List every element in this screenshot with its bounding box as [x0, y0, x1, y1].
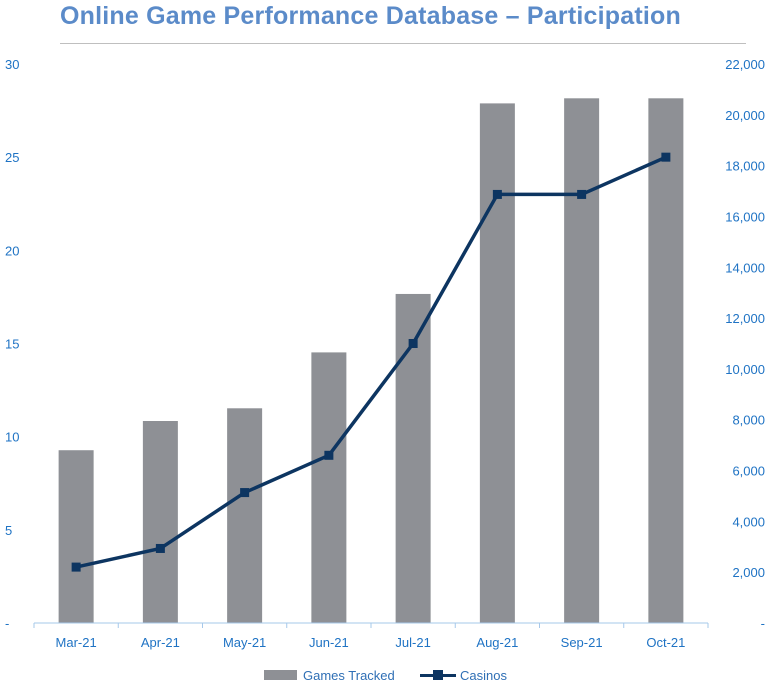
right-y-tick-label: 14,000	[725, 260, 765, 275]
left-y-tick-label: 15	[5, 337, 19, 352]
right-y-tick-label: 6,000	[732, 464, 765, 479]
x-tick-label: May-21	[223, 635, 266, 650]
title-divider	[60, 43, 746, 44]
line-series-casinos	[75, 155, 667, 569]
bar-jun-21	[311, 352, 347, 623]
legend-item-games-tracked: Games Tracked	[264, 665, 395, 685]
right-y-tick-label: 16,000	[725, 209, 765, 224]
line-marker-aug-21	[492, 189, 502, 199]
right-y-tick-label: 10,000	[725, 362, 765, 377]
bar-oct-21	[648, 98, 684, 624]
bar-mar-21	[58, 450, 94, 623]
bar-series-games-tracked	[58, 98, 684, 624]
left-y-tick-label: 30	[5, 57, 19, 72]
right-y-tick-label: 12,000	[725, 311, 765, 326]
x-tick-label: Aug-21	[476, 635, 518, 650]
right-y-tick-label: 20,000	[725, 108, 765, 123]
bar-aug-21	[479, 103, 515, 623]
bar-apr-21	[142, 420, 178, 623]
x-tick-label: Oct-21	[646, 635, 685, 650]
x-tick-label: Apr-21	[141, 635, 180, 650]
legend-label-casinos: Casinos	[460, 667, 507, 683]
bar-may-21	[227, 408, 263, 623]
line-marker-sep-21	[577, 189, 587, 199]
right-y-tick-label: 22,000	[725, 57, 765, 72]
line-marker-mar-21	[71, 562, 81, 572]
right-y-tick-label: 18,000	[725, 159, 765, 174]
x-tick-label: Sep-21	[561, 635, 603, 650]
legend-label-games-tracked: Games Tracked	[303, 667, 395, 683]
legend-swatch-line	[420, 668, 456, 682]
line-marker-oct-21	[661, 152, 671, 162]
left-y-tick-label: 25	[5, 150, 19, 165]
left-y-tick-label: 20	[5, 243, 19, 258]
x-tick-label: Mar-21	[56, 635, 97, 650]
line-marker-jul-21	[408, 339, 418, 348]
bar-sep-21	[564, 98, 600, 624]
bar-jul-21	[395, 293, 431, 623]
right-y-tick-label: -	[761, 616, 765, 631]
line-marker-may-21	[240, 488, 250, 498]
left-y-tick-label: 5	[5, 523, 12, 538]
left-y-tick-label: 10	[5, 430, 19, 445]
right-y-tick-label: 8,000	[732, 413, 765, 428]
line-markers-casinos	[71, 152, 671, 572]
chart-title: Online Game Performance Database – Parti…	[60, 2, 681, 30]
left-y-tick-label: -	[5, 616, 9, 631]
chart-legend: Games Tracked Casinos	[0, 665, 771, 685]
legend-item-casinos: Casinos	[420, 665, 507, 685]
x-tick-label: Jun-21	[309, 635, 349, 650]
right-y-tick-label: 2,000	[732, 565, 765, 580]
line-marker-jun-21	[324, 450, 334, 460]
line-marker-apr-21	[155, 543, 165, 553]
right-y-tick-label: 4,000	[732, 514, 765, 529]
legend-swatch-bar	[264, 670, 297, 680]
x-tick-label: Jul-21	[395, 635, 430, 650]
